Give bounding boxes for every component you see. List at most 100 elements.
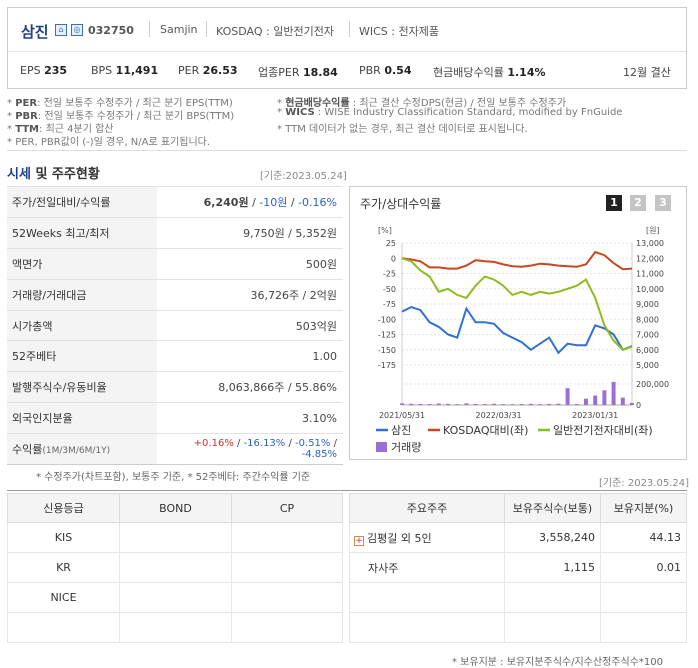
volume-bar bbox=[501, 404, 506, 405]
left-tick-label: -150 bbox=[378, 346, 396, 355]
chart-page-2-button[interactable]: 2 bbox=[630, 195, 646, 211]
bond-rating bbox=[119, 582, 232, 613]
table-row: 52주베타 1.00 bbox=[7, 340, 343, 372]
holder-percent: 44.13 bbox=[600, 522, 687, 553]
left-tick-label: -25 bbox=[383, 270, 396, 279]
chart-title: 주가/상대수익률 bbox=[360, 197, 442, 211]
volume-bar bbox=[446, 403, 450, 405]
divider bbox=[7, 490, 687, 491]
volume-bar bbox=[400, 403, 404, 405]
volume-bar bbox=[510, 404, 515, 405]
legend-label: 일반전기전자대비(좌) bbox=[553, 423, 653, 437]
column-header: 보유주식수(보통) bbox=[504, 493, 601, 523]
credit-rating-table: 신용등급 BOND CP KIS KR NICE bbox=[7, 493, 343, 643]
volume-bar bbox=[436, 403, 441, 405]
price-chart: [%] [원] 25 0 -25 -50 -75 -100 -125 -150 -175 13,000… bbox=[376, 226, 669, 454]
note-ttm: * TTM: 최근 4분기 합산 bbox=[7, 124, 114, 135]
holder-name: 자사주 bbox=[349, 552, 505, 583]
row-value: 8,063,866주 / 55.86% bbox=[157, 371, 343, 403]
cp-rating bbox=[231, 552, 343, 583]
fiscal-month: 12월 결산 bbox=[623, 66, 671, 79]
left-tick-label: -75 bbox=[383, 300, 396, 309]
stock-code: 032750 bbox=[88, 24, 134, 37]
holder-percent: 0.01 bbox=[600, 552, 687, 583]
row-value: +0.16% / -16.13% / -0.51% / -4.85% bbox=[157, 433, 343, 465]
company-header: 삼진 ⌂ ◎ 032750 Samjin KOSDAQ : 일반전기전자 WIC… bbox=[7, 7, 687, 89]
table-row: 액면가 500원 bbox=[7, 247, 343, 280]
divider bbox=[206, 21, 207, 37]
table-row: 거래량/거래대금 36,726주 / 2억원 bbox=[7, 278, 343, 311]
left-tick-label: 0 bbox=[391, 254, 396, 263]
table-row: + 김평길 외 5인 3,558,240 44.13 bbox=[349, 522, 687, 553]
x-tick-label: 2022/03/31 bbox=[476, 411, 522, 420]
rating-agency bbox=[7, 612, 120, 643]
holder-shares bbox=[504, 612, 601, 643]
row-label: 거래량/거래대금 bbox=[7, 278, 157, 311]
company-title-bar: 삼진 ⌂ ◎ 032750 Samjin KOSDAQ : 일반전기전자 WIC… bbox=[8, 8, 686, 52]
note-pbr: * PBR: 전일 보통주 수정주가 / 최근 분기 BPS(TTM) bbox=[7, 111, 235, 122]
x-tick-label: 2021/05/31 bbox=[379, 411, 425, 420]
volume-bar bbox=[418, 403, 423, 405]
right-tick-label: 11,000 bbox=[636, 270, 664, 279]
divider bbox=[7, 150, 687, 151]
table-row: 시가총액 503억원 bbox=[7, 309, 343, 341]
ir-icon[interactable]: ◎ bbox=[71, 24, 83, 36]
note-wics: * WICS : WISE Industry Classification St… bbox=[277, 107, 623, 118]
row-label: 수익률(1M/3M/6M/1Y) bbox=[7, 433, 157, 465]
holder-shares bbox=[504, 582, 601, 613]
volume-bar bbox=[584, 398, 588, 405]
right-axis-unit: [원] bbox=[646, 226, 660, 235]
volume-tick-label: 200,000 bbox=[636, 380, 669, 389]
note-negative: * PER, PBR값이 (-)일 경우, N/A로 표기됩니다. bbox=[7, 137, 211, 148]
note-dividend: * 현금배당수익률 : 최근 결산 수정DPS(현금) / 전일 보통주 수정주… bbox=[277, 98, 567, 109]
column-header: BOND bbox=[119, 493, 232, 523]
row-label: 액면가 bbox=[7, 247, 157, 280]
holders-footnote: * 보유지분 : 보유지분주식수/지수산정주식수*100 bbox=[452, 657, 663, 668]
home-icon[interactable]: ⌂ bbox=[55, 24, 67, 36]
cp-rating bbox=[231, 582, 343, 613]
volume-bar bbox=[565, 388, 570, 405]
divider bbox=[349, 21, 350, 37]
left-tick-label: -50 bbox=[383, 285, 396, 294]
holder-shares: 1,115 bbox=[504, 552, 601, 583]
volume-bar bbox=[519, 404, 524, 405]
bond-rating bbox=[119, 522, 232, 553]
row-label: 52주베타 bbox=[7, 340, 157, 372]
cp-rating bbox=[231, 522, 343, 553]
left-tick-label: -175 bbox=[378, 361, 396, 370]
expand-icon[interactable]: + bbox=[354, 535, 364, 546]
volume-bar bbox=[528, 403, 533, 405]
left-tick-label: -125 bbox=[378, 331, 396, 340]
row-label: 발행주식수/유동비율 bbox=[7, 371, 157, 403]
right-tick-label: 6,000 bbox=[636, 346, 659, 355]
english-name: Samjin bbox=[160, 23, 198, 36]
volume-bar bbox=[482, 404, 487, 405]
volume-bar bbox=[464, 403, 469, 405]
table-row: KR bbox=[7, 552, 343, 583]
series-line bbox=[401, 257, 633, 351]
left-tick-label: -100 bbox=[378, 315, 396, 324]
bond-rating bbox=[119, 552, 232, 583]
right-tick-label: 7,000 bbox=[636, 331, 659, 340]
right-tick-label: 12,000 bbox=[636, 254, 664, 263]
bond-rating bbox=[119, 612, 232, 643]
chart-panel: 주가/상대수익률 1 2 3 [%] [원] 25 0 -25 -50 -75 -100 -12… bbox=[349, 186, 687, 460]
wics-classification: WICS : 전자제품 bbox=[359, 25, 439, 38]
row-value: 503억원 bbox=[157, 309, 343, 341]
column-header: 보유지분(%) bbox=[600, 493, 687, 523]
volume-bar bbox=[409, 403, 414, 405]
holders-base-date: [기준: 2023.05.24] bbox=[599, 478, 690, 489]
volume-bar bbox=[455, 404, 460, 405]
chart-page-3-button[interactable]: 3 bbox=[655, 195, 671, 211]
metric-pbr: PBR 0.54 bbox=[359, 64, 412, 77]
note-ttm-missing: * TTM 데이터가 없는 경우, 최근 결산 데이터로 표시됩니다. bbox=[277, 124, 528, 135]
row-label: 시가총액 bbox=[7, 309, 157, 341]
volume-bar bbox=[492, 403, 496, 405]
rating-agency: KIS bbox=[7, 522, 120, 553]
table-row: 발행주식수/유동비율 8,063,866주 / 55.86% bbox=[7, 371, 343, 403]
left-tick-label: 25 bbox=[386, 239, 396, 248]
table-row bbox=[7, 612, 343, 643]
table-row: 수익률(1M/3M/6M/1Y) +0.16% / -16.13% / -0.5… bbox=[7, 433, 343, 465]
holder-percent bbox=[600, 612, 687, 643]
chart-page-1-button[interactable]: 1 bbox=[606, 195, 622, 211]
